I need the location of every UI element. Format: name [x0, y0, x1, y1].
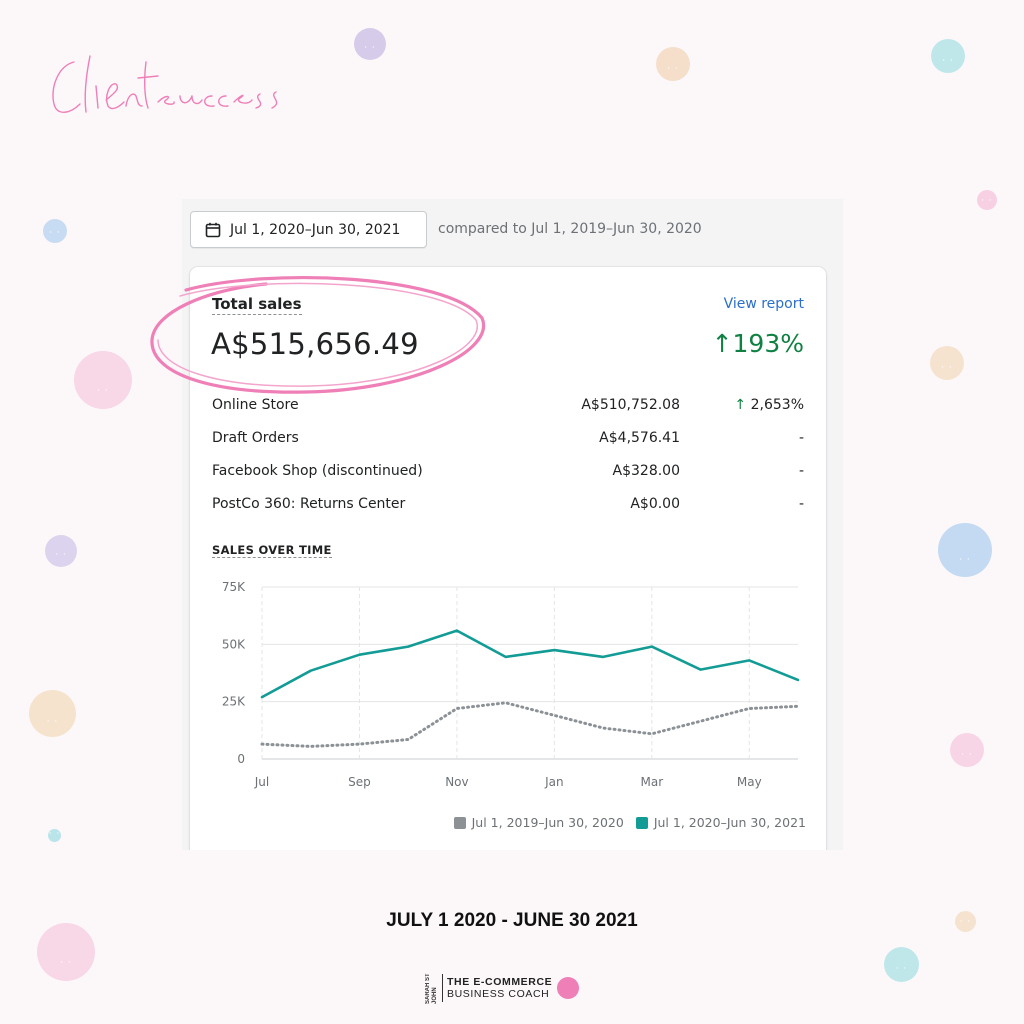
decor-dot [45, 535, 77, 567]
brand-line-1: THE E-COMMERCE [447, 976, 553, 988]
brand-line-2: BUSINESS COACH [447, 988, 550, 1000]
decor-dot [37, 923, 95, 981]
y-tick-label: 75K [222, 580, 246, 594]
decor-dot [656, 47, 690, 81]
decor-dot [884, 947, 919, 982]
sales-breakdown: Online Store A$510,752.08 ↑ 2,653% Draft Or… [212, 391, 804, 523]
total-sales-change: ↑193% [712, 329, 804, 358]
brand-logo: SARAH ST JOHN THE E-COMMERCE BUSINESS CO… [425, 972, 580, 1004]
channel-change-value: - [798, 430, 804, 446]
script-title-art [52, 55, 278, 113]
highlight-ellipse [150, 276, 486, 394]
decor-dot [354, 28, 386, 60]
channel-change: ↑ 2,653% [734, 397, 804, 413]
channel-name: Draft Orders [212, 430, 299, 446]
sales-over-time-label: SALES OVER TIME [212, 543, 332, 558]
x-tick-label: Jul [254, 775, 269, 789]
date-range-button[interactable]: Jul 1, 2020–Jun 30, 2021 [190, 211, 427, 248]
x-tick-label: Sep [348, 775, 371, 789]
sales-over-time-chart: 0 25K 50K 75K Jul Sep Nov Jan Mar May [222, 580, 800, 789]
x-tick-label: May [737, 775, 762, 789]
channel-name: Facebook Shop (discontinued) [212, 463, 423, 479]
decor-dot [48, 829, 61, 842]
series-line-prior-year [260, 701, 800, 748]
channel-change-value: - [798, 496, 804, 512]
decor-dot [930, 346, 964, 380]
channel-value: A$328.00 [612, 463, 680, 479]
brand-dot-icon [557, 977, 580, 999]
arrow-up-icon: ↑ [711, 329, 733, 358]
brand-text: THE E-COMMERCE BUSINESS COACH [447, 976, 552, 1000]
legend-swatch [635, 816, 648, 829]
channel-change-value: - [798, 463, 804, 479]
x-tick-label: Mar [640, 775, 663, 789]
y-tick-label: 25K [222, 695, 246, 709]
total-sales-value: A$515,656.49 [211, 327, 419, 361]
decor-dot [955, 911, 976, 932]
legend-item: Jul 1, 2019–Jun 30, 2020 [453, 815, 624, 830]
legend-label: Jul 1, 2019–Jun 30, 2020 [471, 815, 624, 830]
sales-channel-row: Draft Orders A$4,576.41 - [212, 424, 804, 457]
footer-date-range: JULY 1 2020 - JUNE 30 2021 [386, 910, 638, 931]
y-tick-label: 50K [222, 637, 246, 651]
chart-legend: Jul 1, 2019–Jun 30, 2020 Jul 1, 2020–Jun … [453, 815, 806, 830]
analytics-panel: Jul 1, 2020–Jun 30, 2021 compared to Jul… [182, 199, 843, 850]
channel-change: - [799, 430, 804, 446]
series-line-current-year [260, 629, 800, 699]
decor-dot [74, 351, 132, 409]
x-tick-label: Jan [544, 775, 564, 789]
sales-channel-row: Facebook Shop (discontinued) A$328.00 - [212, 457, 804, 490]
decor-dot [931, 39, 965, 73]
channel-name: Online Store [212, 397, 299, 413]
view-report-link[interactable]: View report [723, 296, 804, 312]
channel-value: A$510,752.08 [581, 397, 680, 413]
calendar-icon [205, 222, 221, 237]
date-range-label: Jul 1, 2020–Jun 30, 2021 [230, 221, 401, 238]
decor-dot [938, 523, 992, 577]
channel-change: - [799, 496, 804, 512]
legend-item: Jul 1, 2020–Jun 30, 2021 [635, 815, 806, 830]
total-sales-card: Total sales View report A$515,656.49 ↑19… [190, 267, 826, 850]
channel-value: A$4,576.41 [599, 430, 680, 446]
brand-divider [442, 974, 443, 1002]
card-title[interactable]: Total sales [212, 295, 302, 315]
sales-channel-row: Online Store A$510,752.08 ↑ 2,653% [212, 391, 804, 424]
sales-channel-row: PostCo 360: Returns Center A$0.00 - [212, 490, 804, 523]
decor-dot [950, 733, 984, 767]
channel-value: A$0.00 [630, 496, 680, 512]
y-tick-label: 0 [237, 752, 245, 766]
decor-dot [29, 690, 76, 737]
x-tick-label: Nov [445, 775, 468, 789]
brand-small-name: SARAH ST JOHN [425, 973, 438, 1004]
legend-label: Jul 1, 2020–Jun 30, 2021 [653, 815, 806, 830]
decor-dot [43, 219, 67, 243]
channel-change: - [799, 463, 804, 479]
comparison-label: compared to Jul 1, 2019–Jun 30, 2020 [438, 221, 702, 237]
arrow-up-icon: ↑ [734, 397, 751, 413]
decor-dot [977, 190, 997, 210]
channel-name: PostCo 360: Returns Center [212, 496, 406, 512]
channel-change-value: 2,653% [750, 397, 804, 413]
legend-swatch [453, 816, 466, 829]
total-change-value: 193% [732, 329, 804, 358]
